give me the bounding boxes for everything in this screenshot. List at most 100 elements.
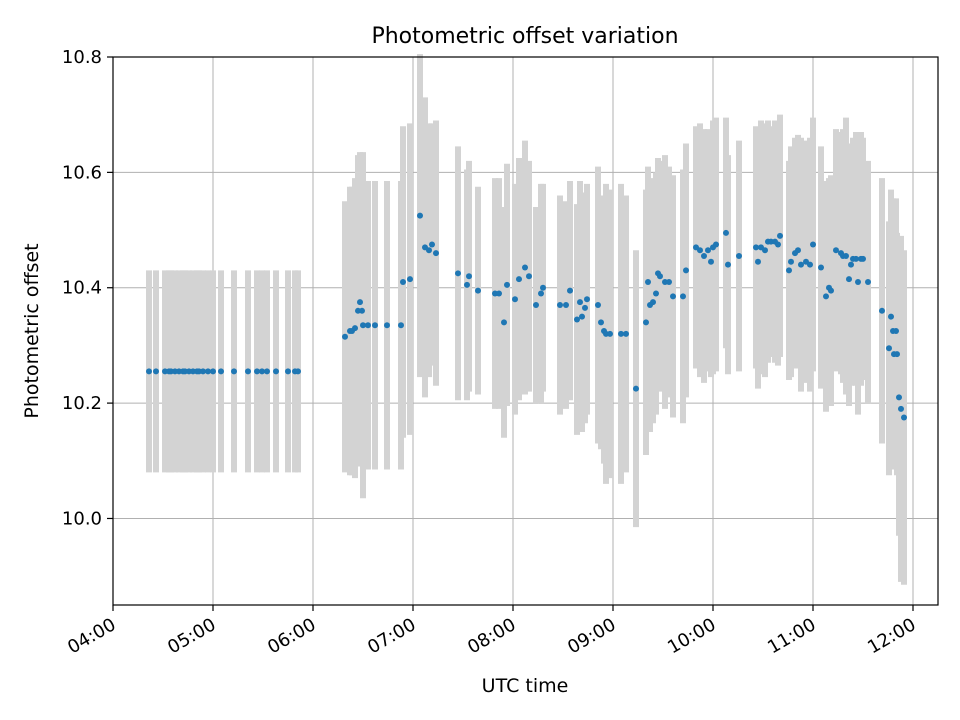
data-point (342, 333, 348, 340)
data-point (853, 255, 859, 262)
data-point (705, 247, 711, 254)
data-point (254, 368, 260, 375)
data-point (512, 296, 518, 303)
data-point (713, 241, 719, 248)
data-point (643, 319, 649, 326)
data-point (777, 232, 783, 239)
data-point (231, 368, 237, 375)
data-point (650, 299, 656, 306)
data-point (670, 293, 676, 300)
data-point (205, 368, 211, 375)
data-point (357, 299, 363, 306)
data-point (823, 293, 829, 300)
data-point (567, 287, 573, 294)
data-point (200, 368, 206, 375)
data-point (860, 255, 866, 262)
y-tick-label: 10.6 (62, 162, 102, 183)
data-point (901, 414, 907, 421)
data-point (475, 287, 481, 294)
data-point (504, 281, 510, 288)
data-point (398, 322, 404, 329)
y-tick-label: 10.8 (62, 47, 102, 68)
data-point (843, 253, 849, 260)
data-point (788, 258, 794, 265)
data-point (360, 322, 366, 329)
data-point (577, 299, 583, 306)
data-point (697, 247, 703, 254)
data-point (708, 258, 714, 265)
data-point (879, 307, 885, 314)
data-point (584, 296, 590, 303)
data-point (540, 284, 546, 291)
y-tick-label: 10.4 (62, 278, 102, 299)
data-point (775, 241, 781, 248)
data-point (755, 258, 761, 265)
data-point (273, 368, 279, 375)
data-point (496, 290, 502, 297)
data-point (846, 276, 852, 283)
data-point (623, 330, 629, 337)
data-point (833, 247, 839, 254)
data-point (762, 247, 768, 254)
data-point (466, 273, 472, 280)
data-point (538, 290, 544, 297)
y-axis-ticks: 10.0 10.2 10.4 10.6 10.8 (62, 47, 113, 529)
data-point (433, 250, 439, 257)
data-point (701, 253, 707, 260)
data-point (579, 313, 585, 320)
data-point (898, 405, 904, 412)
data-point (893, 328, 899, 334)
x-axis-label: UTC time (482, 675, 569, 697)
plot-area-frame (112, 56, 939, 606)
data-point (365, 322, 371, 329)
data-points (146, 212, 907, 421)
data-point (666, 278, 672, 285)
data-point (359, 307, 365, 314)
data-point (384, 322, 390, 329)
data-point (372, 322, 378, 329)
data-point (798, 261, 804, 268)
data-point (533, 302, 539, 309)
data-point (607, 330, 613, 337)
data-point (557, 302, 563, 309)
data-point (264, 368, 270, 375)
data-point (828, 287, 834, 294)
data-point (725, 261, 731, 268)
data-point (153, 368, 159, 375)
data-point (795, 247, 801, 254)
data-point (855, 278, 861, 285)
data-point (285, 368, 291, 375)
data-point (786, 267, 792, 274)
data-point (295, 368, 301, 375)
data-point (865, 278, 871, 285)
data-point (653, 290, 659, 297)
data-point (888, 313, 894, 320)
y-axis-label: Photometric offset (21, 243, 43, 418)
data-point (146, 368, 152, 375)
data-point (429, 241, 435, 248)
data-point (896, 394, 902, 401)
data-point (848, 261, 854, 268)
data-point (245, 368, 251, 375)
data-point (455, 270, 461, 277)
data-point (818, 264, 824, 271)
data-point (400, 278, 406, 285)
data-point (595, 302, 601, 309)
data-point (618, 330, 624, 337)
y-tick-label: 10.2 (62, 393, 102, 414)
data-point (582, 304, 588, 311)
data-point (633, 385, 639, 392)
data-point (352, 325, 358, 332)
data-point (680, 293, 686, 300)
data-point (723, 229, 729, 236)
data-point (894, 351, 900, 358)
data-point (218, 368, 224, 375)
data-point (574, 316, 580, 323)
data-point (407, 276, 413, 283)
data-point (522, 264, 528, 271)
data-point (563, 302, 569, 309)
data-point (753, 244, 759, 251)
data-point (810, 241, 816, 248)
data-point (736, 253, 742, 260)
